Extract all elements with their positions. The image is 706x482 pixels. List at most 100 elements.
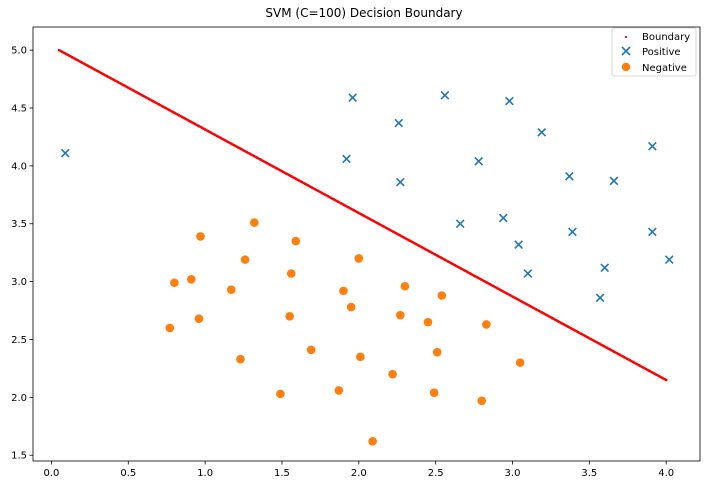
x-tick-label: 2.0 (351, 468, 367, 479)
positive-point (609, 176, 619, 186)
plot-area (57, 48, 674, 446)
positive-point (342, 154, 351, 164)
positive-point-stroke (537, 127, 547, 137)
negative-point (276, 389, 285, 399)
negative-point (396, 310, 405, 320)
boundary-point (664, 378, 668, 382)
positive-point-stroke (474, 156, 484, 166)
legend-label-negative: Negative (642, 63, 687, 74)
negative-point (477, 396, 487, 406)
positive-point-stroke (609, 176, 619, 186)
positive-point (60, 148, 70, 158)
negative-point (429, 388, 439, 398)
positive-point-stroke (342, 154, 351, 164)
positive-series (60, 90, 674, 303)
legend-marker-boundary (624, 35, 628, 39)
x-tick-label: 0.0 (43, 468, 59, 479)
positive-point-stroke (505, 96, 514, 106)
negative-point (334, 386, 344, 395)
negative-point (165, 323, 175, 333)
x-tick-label: 0.5 (120, 468, 136, 479)
y-tick-label: 2.0 (11, 393, 27, 404)
positive-point (394, 118, 404, 128)
x-tick-label: 4.0 (658, 468, 674, 479)
negative-point (423, 317, 433, 327)
negative-point (432, 347, 442, 357)
negative-point (346, 302, 356, 312)
negative-point (482, 320, 491, 329)
y-tick-label: 1.5 (11, 451, 27, 462)
positive-point-stroke (395, 177, 405, 187)
y-tick-label: 4.5 (11, 104, 27, 115)
axes-frame (32, 26, 701, 462)
negative-point (250, 218, 259, 227)
negative-point (356, 352, 365, 362)
legend-item-boundary: Boundary (624, 32, 690, 43)
x-tick-label: 1.5 (274, 468, 290, 479)
negative-point (437, 291, 447, 300)
positive-point (565, 171, 574, 181)
negative-point (515, 358, 525, 367)
negative-point (196, 232, 205, 241)
legend-item-positive: Positive (621, 46, 681, 58)
negative-point (226, 285, 236, 295)
y-tick-label: 5.0 (11, 46, 27, 57)
legend-label-positive: Positive (642, 47, 681, 58)
positive-point (348, 93, 358, 102)
positive-point (395, 177, 405, 187)
negative-point (339, 286, 348, 296)
legend-item-negative: Negative (621, 62, 687, 74)
positive-point-stroke (348, 93, 358, 102)
x-tick-label: 2.5 (428, 468, 444, 479)
positive-point-stroke (514, 240, 524, 249)
negative-point (368, 437, 377, 446)
positive-point-stroke (394, 118, 404, 128)
y-tick-label: 3.5 (11, 219, 27, 230)
positive-point-stroke (60, 148, 70, 158)
positive-point (498, 213, 508, 223)
negative-point (400, 281, 410, 291)
negative-series (165, 218, 525, 446)
legend: Boundary Positive Negative (611, 27, 697, 77)
negative-point (286, 269, 296, 278)
x-tick-label: 1.0 (197, 468, 213, 479)
positive-point-stroke (568, 227, 577, 237)
positive-point (505, 96, 514, 106)
positive-point (600, 263, 610, 273)
negative-point (194, 314, 204, 323)
positive-point (537, 127, 547, 137)
negative-point (236, 354, 245, 364)
positive-point-stroke (600, 263, 610, 273)
negative-point (354, 254, 364, 263)
positive-point (514, 240, 524, 249)
chart-title: SVM (C=100) Decision Boundary (265, 6, 462, 20)
positive-point (440, 90, 450, 100)
positive-point (523, 269, 533, 278)
positive-point-stroke (595, 293, 605, 303)
y-tick-label: 2.5 (11, 335, 27, 346)
positive-point (647, 141, 657, 151)
y-tick-label: 4.0 (11, 161, 27, 172)
positive-point-stroke (647, 141, 657, 151)
positive-point-stroke (440, 90, 450, 100)
legend-label-boundary: Boundary (642, 32, 690, 43)
legend-marker-negative (621, 62, 631, 72)
negative-point (170, 278, 179, 288)
axis-ticks: 0.0 0.5 1.0 1.5 2.0 2.5 3.0 3.5 4.0 1.5 2.0 2.5 3.0 3… (11, 46, 674, 479)
negative-point (306, 345, 316, 355)
positive-point-stroke (498, 213, 508, 223)
positive-point (664, 255, 674, 264)
negative-point (388, 369, 397, 379)
y-tick-label: 3.0 (11, 277, 27, 288)
positive-point-stroke (523, 269, 533, 278)
legend-marker-positive (621, 46, 631, 56)
negative-point (291, 236, 301, 246)
positive-point (647, 227, 657, 237)
positive-point (455, 219, 465, 229)
positive-point-stroke (664, 255, 674, 264)
positive-point-stroke (565, 171, 574, 181)
x-tick-label: 3.5 (581, 468, 597, 479)
